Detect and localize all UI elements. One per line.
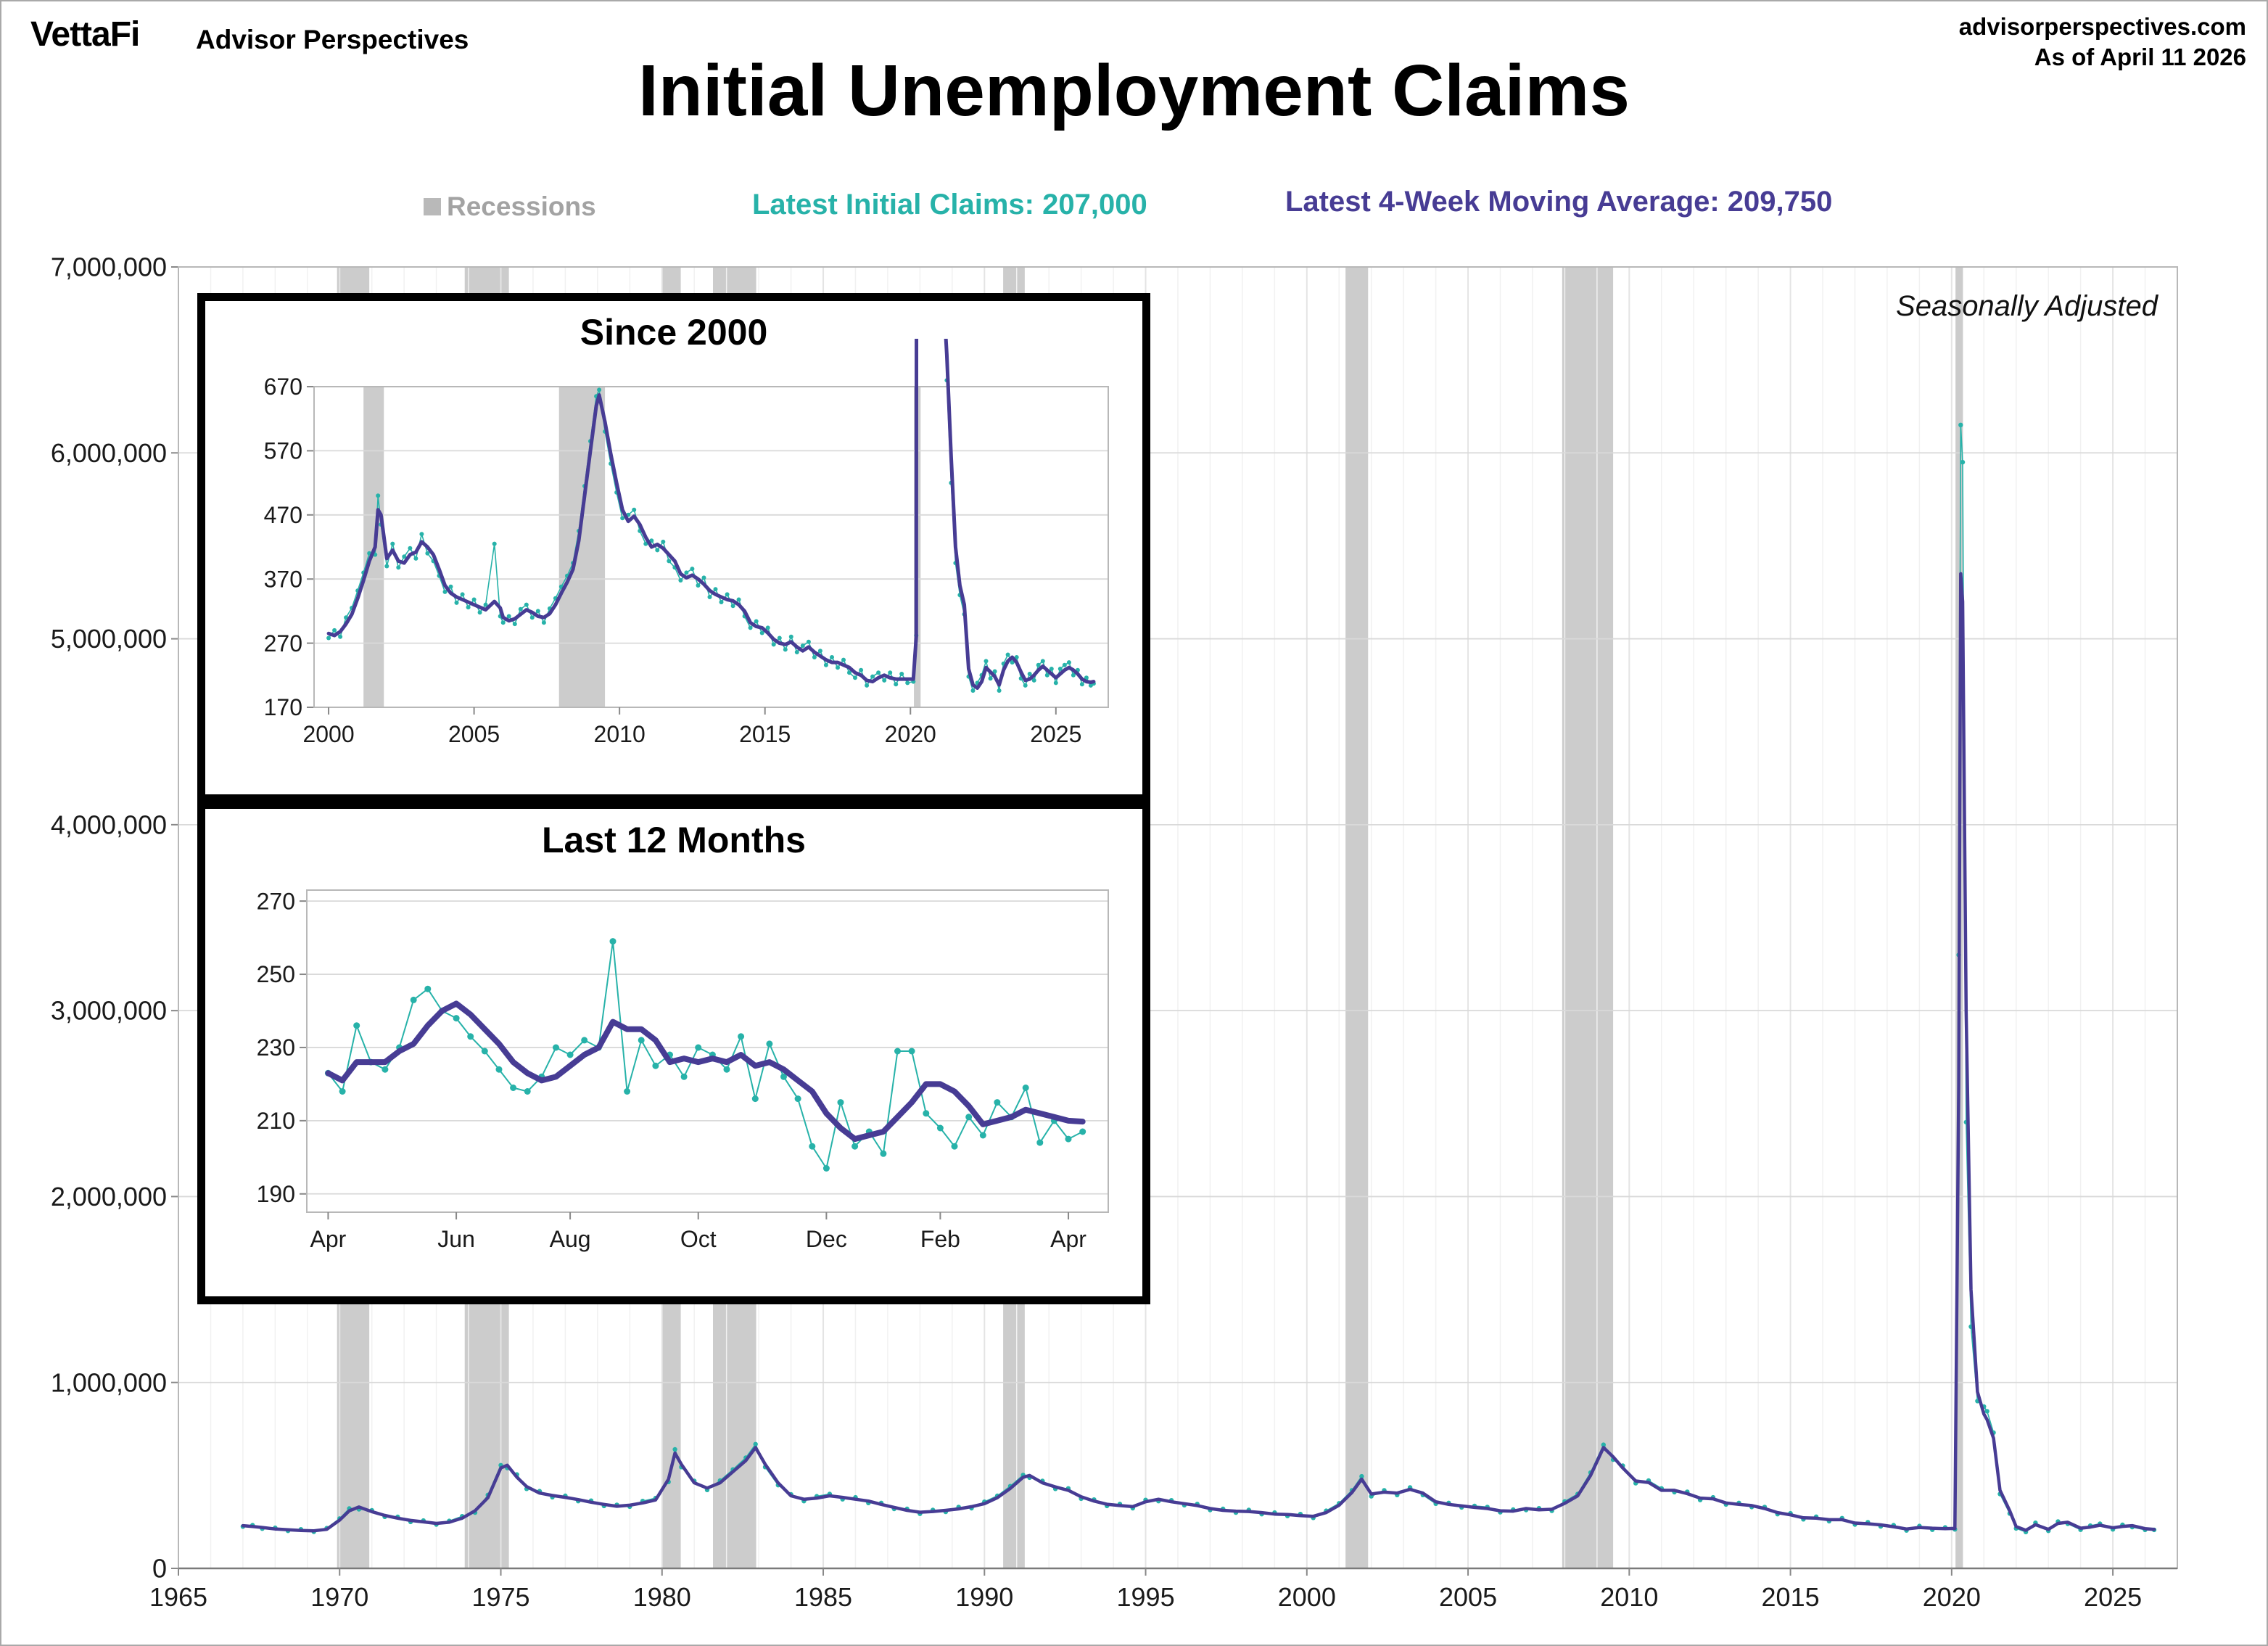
latest-ma-label: Latest 4-Week Moving Average: 209,750 <box>1285 186 1833 218</box>
svg-text:Apr: Apr <box>1050 1226 1086 1252</box>
svg-text:250: 250 <box>257 961 295 987</box>
svg-text:2000: 2000 <box>302 721 354 747</box>
vettafi-logo: VettaFi <box>30 15 140 54</box>
svg-text:2015: 2015 <box>1762 1582 1820 1612</box>
svg-text:1,000,000: 1,000,000 <box>51 1367 167 1397</box>
svg-text:5,000,000: 5,000,000 <box>51 624 167 654</box>
svg-text:2025: 2025 <box>1030 721 1081 747</box>
svg-text:2020: 2020 <box>1923 1582 1981 1612</box>
svg-text:2020: 2020 <box>885 721 936 747</box>
svg-text:1965: 1965 <box>149 1582 207 1612</box>
inset-title-since-2000: Since 2000 <box>580 312 768 353</box>
svg-text:Feb: Feb <box>920 1226 960 1252</box>
svg-text:2015: 2015 <box>739 721 791 747</box>
svg-text:1995: 1995 <box>1117 1582 1175 1612</box>
svg-text:230: 230 <box>257 1034 295 1061</box>
svg-text:2025: 2025 <box>2084 1582 2142 1612</box>
svg-text:270: 270 <box>264 630 302 657</box>
inset-title-last-12-months: Last 12 Months <box>542 820 806 860</box>
svg-text:1975: 1975 <box>471 1582 529 1612</box>
page-title: Initial Unemployment Claims <box>638 50 1630 131</box>
svg-text:2000: 2000 <box>1278 1582 1336 1612</box>
svg-text:2010: 2010 <box>1600 1582 1658 1612</box>
svg-text:4,000,000: 4,000,000 <box>51 810 167 839</box>
since-2000-chart-svg: 170 270 370 470 570 670 2000 2005 2010 2015 2020 20… <box>264 339 1109 747</box>
svg-text:2010: 2010 <box>594 721 646 747</box>
source-block: advisorperspectives.com As of April 11 2… <box>1959 12 2246 73</box>
svg-text:Aug: Aug <box>550 1226 591 1252</box>
svg-text:Oct: Oct <box>680 1226 717 1252</box>
recession-swatch-icon <box>424 198 441 215</box>
last-12-months-chart-svg: 190 210 230 250 270 Apr Jun Aug Oct Dec Feb Apr <box>257 888 1109 1252</box>
latest-claims-label: Latest Initial Claims: 207,000 <box>752 189 1147 221</box>
svg-text:0: 0 <box>152 1554 167 1584</box>
recessions-legend-label: Recessions <box>447 192 596 221</box>
svg-text:2,000,000: 2,000,000 <box>51 1182 167 1211</box>
svg-text:2005: 2005 <box>448 721 500 747</box>
svg-text:1990: 1990 <box>955 1582 1013 1612</box>
inset-last-12-months: Last 12 Months 190 210 230 250 270 Apr Jun Aug O… <box>197 801 1150 1304</box>
inset-since-2000: Since 2000 170 270 370 470 570 670 2000 2005 201… <box>197 293 1150 802</box>
svg-text:190: 190 <box>257 1181 295 1207</box>
svg-text:1980: 1980 <box>633 1582 691 1612</box>
svg-text:670: 670 <box>264 374 302 400</box>
svg-text:1970: 1970 <box>310 1582 368 1612</box>
svg-text:2005: 2005 <box>1439 1582 1497 1612</box>
svg-text:210: 210 <box>257 1108 295 1134</box>
as-of-date: As of April 11 2026 <box>2034 44 2246 71</box>
svg-text:170: 170 <box>264 694 302 720</box>
svg-text:Dec: Dec <box>806 1226 847 1252</box>
seasonally-adjusted-note: Seasonally Adjusted <box>1896 290 2158 322</box>
svg-text:270: 270 <box>257 888 295 914</box>
svg-text:370: 370 <box>264 566 302 592</box>
svg-text:Apr: Apr <box>310 1226 347 1252</box>
svg-text:3,000,000: 3,000,000 <box>51 996 167 1026</box>
legend: Recessions Latest Initial Claims: 207,00… <box>1 184 2267 228</box>
recessions-legend-item: Recessions <box>424 192 596 222</box>
site-url: advisorperspectives.com <box>1958 13 2246 40</box>
svg-text:1985: 1985 <box>794 1582 852 1612</box>
svg-text:6,000,000: 6,000,000 <box>51 438 167 468</box>
brand-text: Advisor Perspectives <box>196 25 469 54</box>
svg-text:7,000,000: 7,000,000 <box>51 252 167 282</box>
svg-text:470: 470 <box>264 502 302 528</box>
svg-text:570: 570 <box>264 438 302 464</box>
svg-text:Jun: Jun <box>437 1226 475 1252</box>
